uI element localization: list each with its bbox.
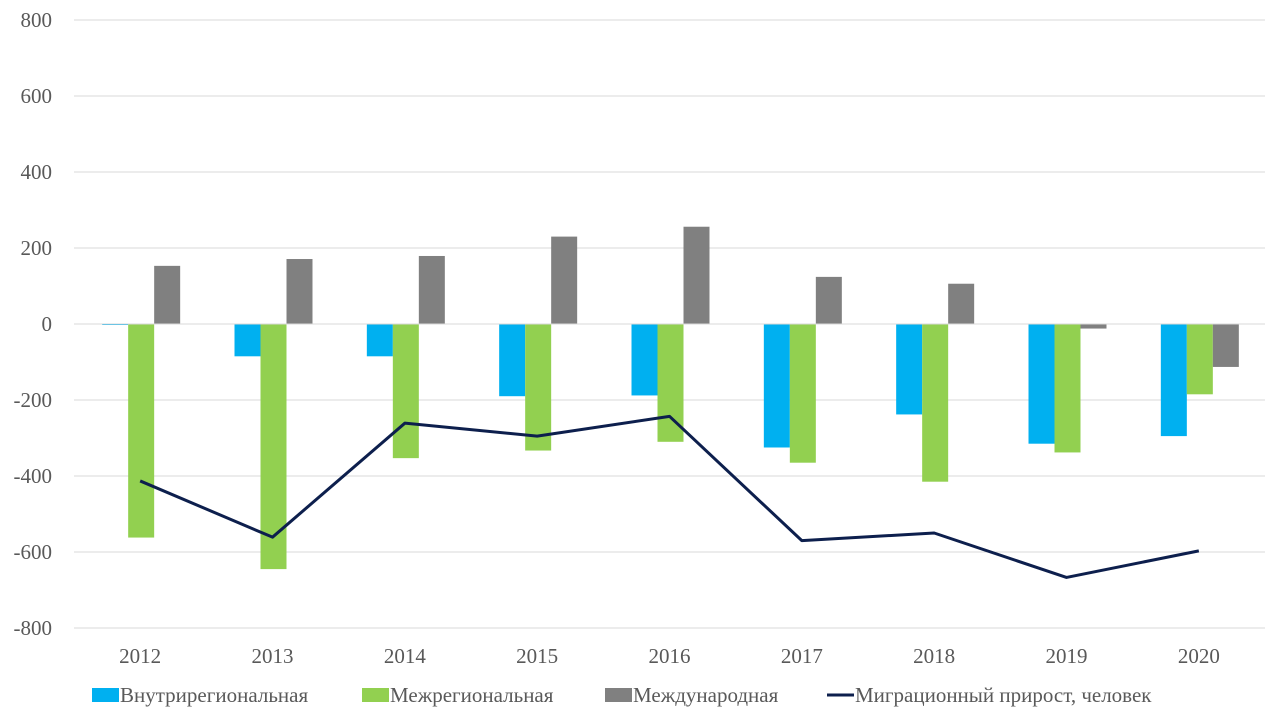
x-tick-label: 2015 bbox=[516, 644, 558, 668]
bar-Межрегиональная bbox=[525, 324, 552, 451]
y-tick-label: -600 bbox=[14, 540, 53, 564]
bar-Международная bbox=[683, 226, 710, 324]
y-tick-label: -800 bbox=[14, 616, 53, 640]
bar-Межрегиональная bbox=[392, 324, 419, 459]
bar-Межрегиональная bbox=[789, 324, 816, 463]
bar-Международная bbox=[154, 265, 181, 324]
y-tick-label: 800 bbox=[21, 8, 53, 32]
x-tick-label: 2013 bbox=[252, 644, 294, 668]
line-series bbox=[139, 414, 1200, 579]
legend-label: Миграционный прирост, человек bbox=[855, 683, 1152, 707]
bar-Внутрирегиональная bbox=[631, 324, 658, 396]
x-tick-label: 2017 bbox=[781, 644, 823, 668]
bar-Международная bbox=[948, 283, 975, 324]
bars bbox=[102, 226, 1239, 570]
y-tick-label: -400 bbox=[14, 464, 53, 488]
bar-Внутрирегиональная bbox=[1028, 324, 1055, 444]
legend-label: Межрегиональная bbox=[390, 683, 554, 707]
x-tick-label: 2014 bbox=[384, 644, 427, 668]
x-tick-label: 2018 bbox=[913, 644, 955, 668]
bar-Внутрирегиональная bbox=[234, 324, 261, 357]
bar-Межрегиональная bbox=[1054, 324, 1081, 453]
legend-swatch bbox=[92, 688, 119, 702]
bar-Международная bbox=[551, 236, 578, 324]
bar-Межрегиональная bbox=[922, 324, 949, 482]
legend-label: Международная bbox=[633, 683, 779, 707]
y-tick-label: -200 bbox=[14, 388, 53, 412]
legend: Внутрирегиональная Межрегиональная Междуна… bbox=[92, 683, 1152, 707]
legend-label: Внутрирегиональная bbox=[120, 683, 308, 707]
bar-Международная bbox=[1212, 324, 1239, 367]
y-tick-label: 0 bbox=[42, 312, 53, 336]
bar-Внутрирегиональная bbox=[896, 324, 923, 415]
x-tick-label: 2016 bbox=[649, 644, 691, 668]
bar-Внутрирегиональная bbox=[366, 324, 393, 357]
bar-Международная bbox=[1080, 324, 1107, 329]
legend-swatch bbox=[605, 688, 632, 702]
y-tick-label: 200 bbox=[21, 236, 53, 260]
bar-Внутрирегиональная bbox=[763, 324, 790, 448]
bar-Межрегиональная bbox=[1186, 324, 1213, 395]
axes: -800 -600 -400 -200 0 200 400 600 800 2012 2013 201… bbox=[14, 8, 1265, 668]
bar-Международная bbox=[286, 259, 313, 324]
bar-Внутрирегиональная bbox=[1160, 324, 1187, 437]
y-tick-label: 600 bbox=[21, 84, 53, 108]
bar-Межрегиональная bbox=[128, 324, 155, 538]
bar-Внутрирегиональная bbox=[499, 324, 526, 397]
x-tick-label: 2012 bbox=[119, 644, 161, 668]
x-tick-label: 2019 bbox=[1046, 644, 1088, 668]
y-tick-label: 400 bbox=[21, 160, 53, 184]
line-Миграционный прирост, человек bbox=[139, 414, 1200, 579]
bar-Международная bbox=[418, 255, 445, 324]
bar-Межрегиональная bbox=[657, 324, 684, 442]
x-tick-label: 2020 bbox=[1178, 644, 1220, 668]
bar-Международная bbox=[815, 276, 842, 324]
legend-swatch bbox=[362, 688, 389, 702]
